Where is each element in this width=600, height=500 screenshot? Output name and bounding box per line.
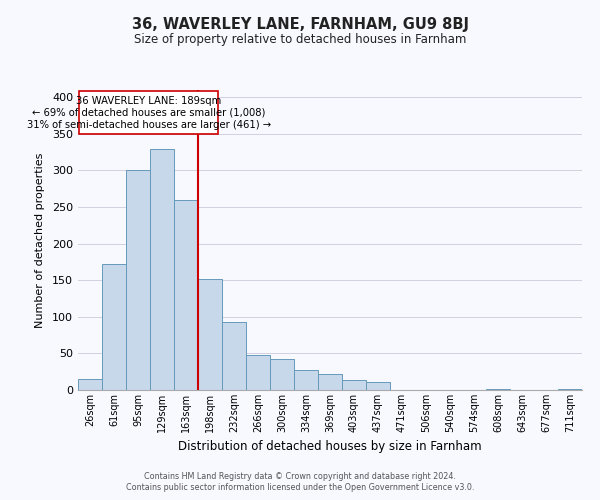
Text: 36, WAVERLEY LANE, FARNHAM, GU9 8BJ: 36, WAVERLEY LANE, FARNHAM, GU9 8BJ xyxy=(131,18,469,32)
Bar xyxy=(246,355,270,390)
Y-axis label: Number of detached properties: Number of detached properties xyxy=(35,152,45,328)
Bar xyxy=(366,382,390,390)
FancyBboxPatch shape xyxy=(79,92,218,134)
Text: Contains public sector information licensed under the Open Government Licence v3: Contains public sector information licen… xyxy=(126,484,474,492)
Text: 31% of semi-detached houses are larger (461) →: 31% of semi-detached houses are larger (… xyxy=(27,120,271,130)
Bar xyxy=(486,388,510,390)
Text: 36 WAVERLEY LANE: 189sqm: 36 WAVERLEY LANE: 189sqm xyxy=(76,96,221,106)
Bar xyxy=(150,148,174,390)
Bar xyxy=(294,370,318,390)
Bar xyxy=(222,322,246,390)
Bar xyxy=(174,200,198,390)
Bar xyxy=(342,380,366,390)
X-axis label: Distribution of detached houses by size in Farnham: Distribution of detached houses by size … xyxy=(178,440,482,454)
Bar xyxy=(126,170,150,390)
Bar xyxy=(78,379,102,390)
Bar xyxy=(198,279,222,390)
Bar xyxy=(318,374,342,390)
Bar xyxy=(558,388,582,390)
Bar xyxy=(102,264,126,390)
Text: Contains HM Land Registry data © Crown copyright and database right 2024.: Contains HM Land Registry data © Crown c… xyxy=(144,472,456,481)
Bar xyxy=(270,360,294,390)
Text: ← 69% of detached houses are smaller (1,008): ← 69% of detached houses are smaller (1,… xyxy=(32,108,265,118)
Text: Size of property relative to detached houses in Farnham: Size of property relative to detached ho… xyxy=(134,32,466,46)
